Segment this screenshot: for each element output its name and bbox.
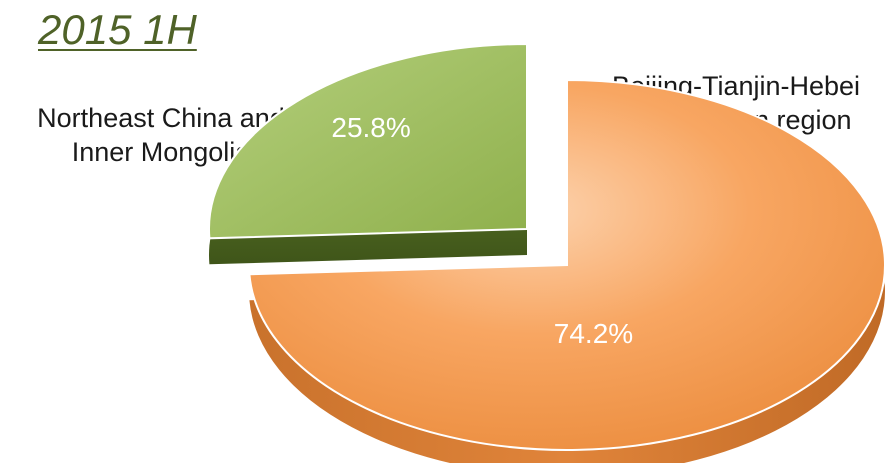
pie-slice-0 — [248, 78, 886, 451]
slice-label-northeast: Northeast China and Inner Mongolia — [2, 101, 320, 169]
pie-slice-1 — [208, 42, 528, 240]
slice-label-northeast-line2: Inner Mongolia — [71, 137, 251, 167]
pie-value-label-0: 74.2% — [554, 318, 633, 349]
pie-value-label-1: 25.8% — [331, 112, 410, 143]
slice-label-northeast-line1: Northeast China and — [37, 103, 285, 133]
chart-title: 2015 1H — [38, 6, 197, 53]
